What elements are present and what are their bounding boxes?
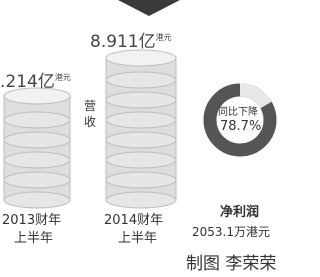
profit-label: 净利润 <box>220 206 259 219</box>
profit-amount: 2053.1万港元 <box>192 226 270 238</box>
period: 上半年 <box>118 232 157 245</box>
revenue-label: 收 <box>84 116 96 128</box>
donut-value: 78.7% <box>220 120 261 133</box>
amount: 8.911亿 <box>90 32 156 52</box>
currency: 港元 <box>156 33 172 42</box>
currency: 港元 <box>55 73 71 82</box>
credit: 制图 李荣荣 <box>186 256 276 273</box>
coin-stack-left <box>4 88 70 208</box>
period: 上半年 <box>14 232 53 245</box>
period: 2014财年 <box>104 214 163 227</box>
right-amount: 8.911亿港元 <box>90 34 172 51</box>
donut-caption: 同比下降 <box>218 108 258 118</box>
left-amount: .214亿港元 <box>0 74 71 91</box>
period: 2013财年 <box>2 214 61 227</box>
amount: .214亿 <box>0 72 55 92</box>
coin-stack-right <box>106 50 176 208</box>
revenue-label: 营 <box>84 100 96 112</box>
infographic: {"left_bar": {"amount": ".214亿", "curren… <box>0 0 299 277</box>
arrow <box>118 0 180 16</box>
